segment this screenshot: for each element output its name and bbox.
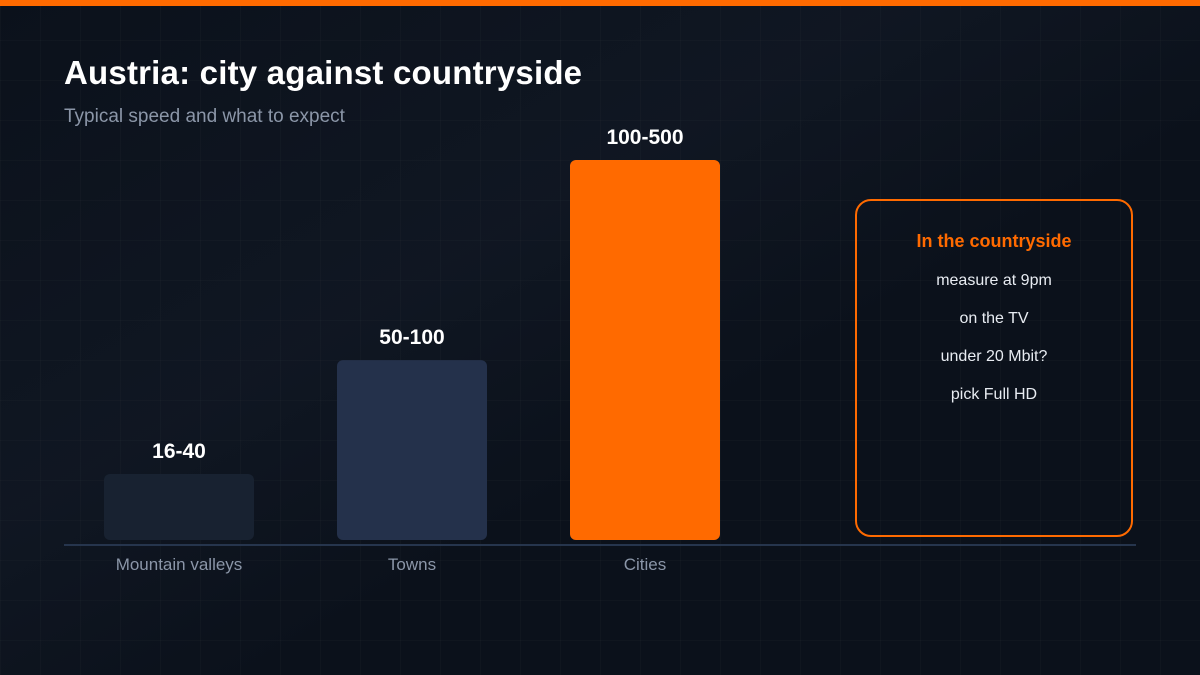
note-line: pick Full HD <box>950 386 1038 403</box>
category-label: Mountain valleys <box>116 555 243 574</box>
note-list: measure at 9pm on the TV under 20 Mbit? … <box>857 271 1131 404</box>
bars-layer: 16-40 Mountain valleys 50-100 Towns 100-500 C… <box>104 126 720 574</box>
countryside-note-card: In the countryside measure at 9pm on the… <box>855 199 1133 537</box>
note-line: measure at 9pm <box>936 272 1052 289</box>
bar-value-label: 100-500 <box>606 126 683 149</box>
note-line: under 20 Mbit? <box>940 348 1048 365</box>
bar-value-label: 16-40 <box>152 440 206 463</box>
bar-mountain-valleys <box>104 474 254 540</box>
category-label: Towns <box>388 555 436 574</box>
note-line: on the TV <box>959 310 1029 327</box>
note-heading: In the countryside <box>916 231 1072 251</box>
bar-towns <box>337 360 487 540</box>
page-subtitle: Typical speed and what to expect <box>64 106 345 127</box>
bar-value-label: 50-100 <box>379 326 444 349</box>
page-title: Austria: city against countryside <box>64 54 583 91</box>
category-label: Cities <box>624 555 667 574</box>
bar-cities <box>570 160 720 540</box>
accent-top-bar <box>0 0 1200 6</box>
